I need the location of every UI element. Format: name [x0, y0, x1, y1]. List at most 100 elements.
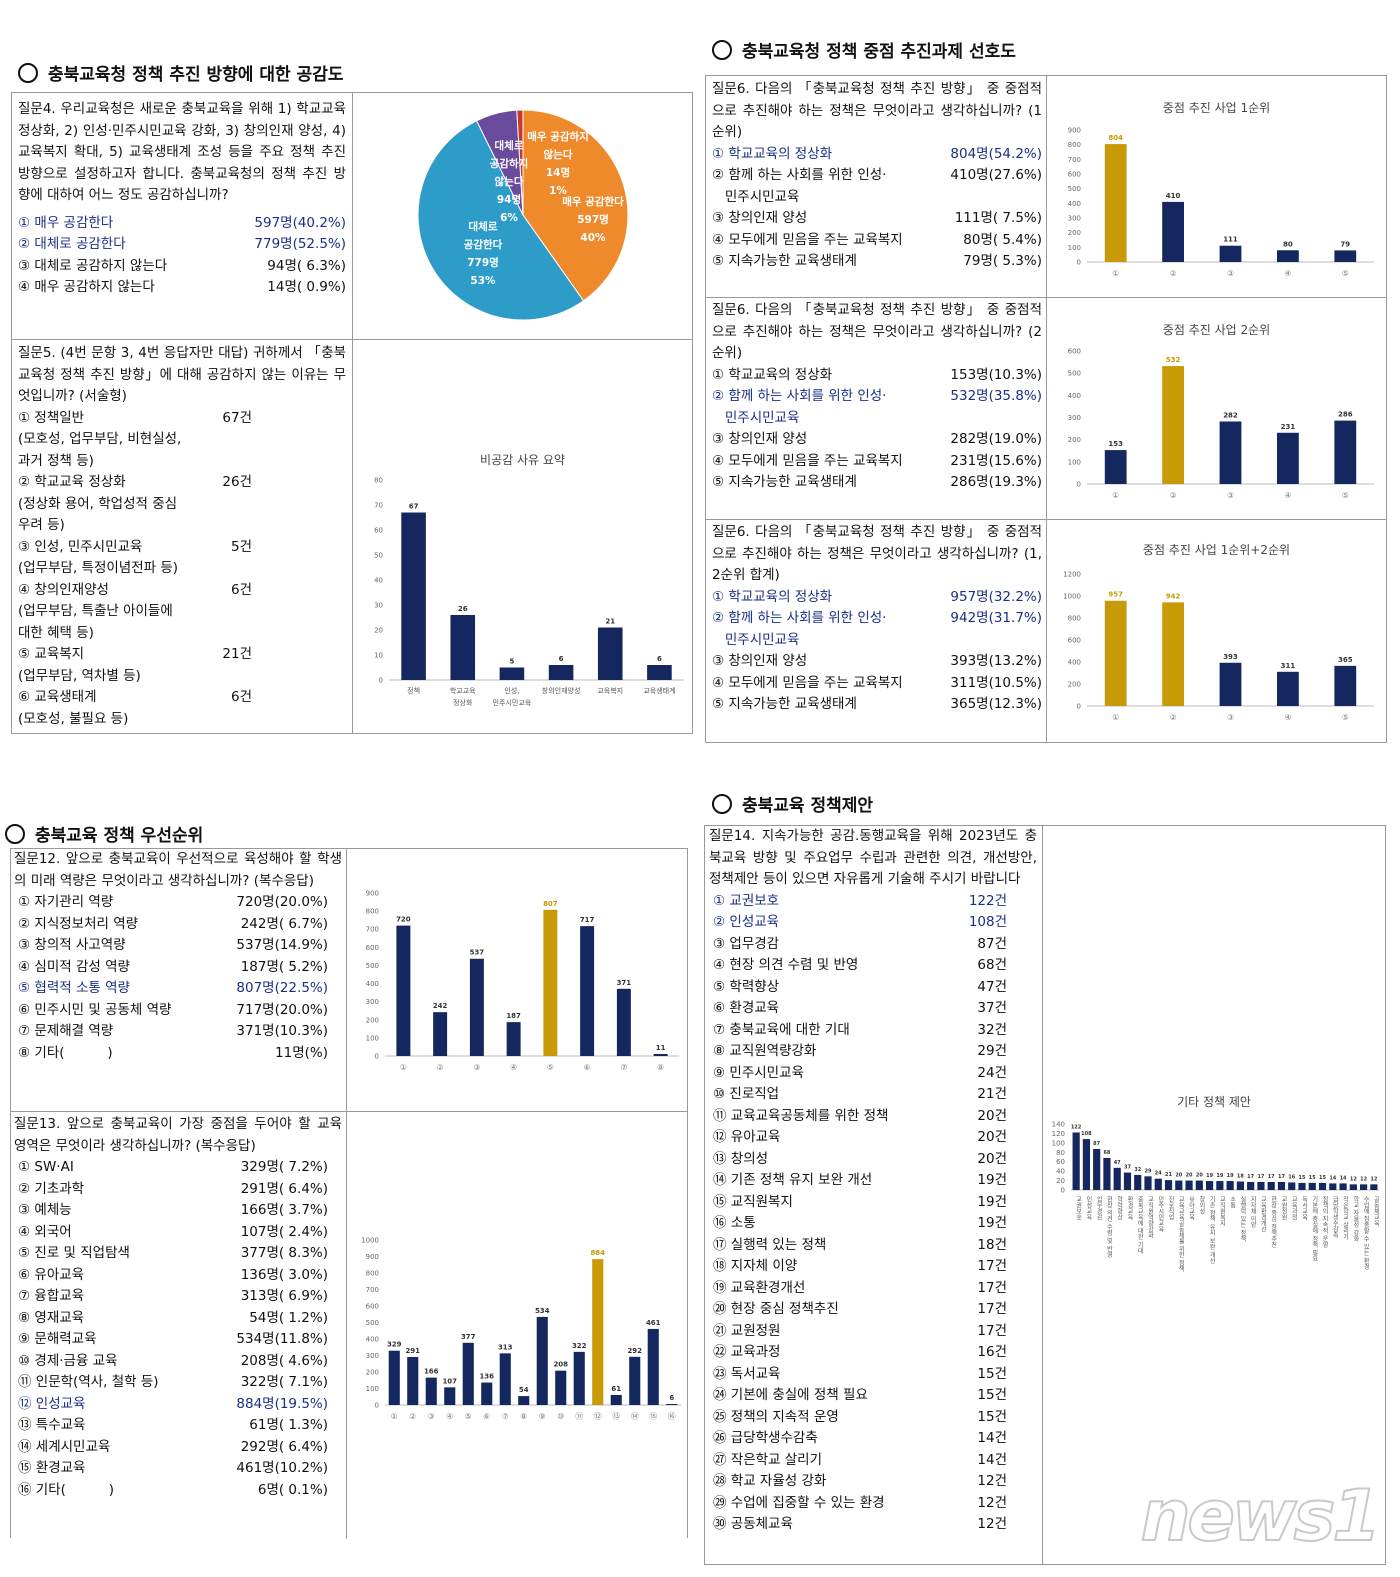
rank1-bar-chart: 중점 추진 사업 1순위 0 100 200 300 400 500 600 700 800 900… — [1068, 101, 1374, 278]
bar — [1219, 421, 1242, 484]
option-label: ⑫ 인성교육 — [18, 1395, 86, 1412]
option-row: ③ 업무경감 87건 — [709, 934, 1037, 956]
x-tick-label: ③ — [1227, 269, 1234, 278]
circle-bullet-icon — [18, 62, 38, 83]
y-tick-label: 800 — [366, 908, 379, 916]
option-value: 329명( 7.2%) — [240, 1159, 328, 1175]
option-row: ③ 예체능 166명( 3.7%) — [14, 1200, 342, 1222]
bar-value-label: 80 — [1283, 240, 1293, 248]
q4-pie-cell: 매우 공감하지 않는다 14명 1% 매우 공감한다 597명 40% 대체로 공감하지 않는다 9… — [353, 93, 692, 339]
q6-rank1-options: ① 학교교육의 정상화 804명(54.2%) ② 함께 하는 사회를 위한 인성·… — [712, 144, 1042, 273]
option-row: ⑤ 학력향상 47건 — [709, 977, 1037, 999]
y-tick-label: 800 — [1068, 615, 1081, 623]
pie-label-agree: 779명 — [467, 256, 499, 269]
bar — [1339, 1183, 1347, 1190]
chart-title: 중점 추진 사업 1순위+2순위 — [1143, 543, 1290, 557]
x-tick-label: ⑤ — [1342, 713, 1349, 722]
bar — [1185, 1180, 1193, 1190]
bar-value-label: 111 — [1223, 236, 1238, 244]
bar-value-label: 17 — [1278, 1174, 1285, 1180]
bar — [597, 627, 623, 680]
bar — [1318, 1182, 1327, 1190]
bar — [653, 1054, 668, 1056]
pie-label-disagree: 공감하지 — [490, 157, 529, 170]
y-tick-label: 600 — [1068, 171, 1081, 179]
x-tick-label: 기본에 충실에 정책 필요 — [1311, 1195, 1318, 1262]
option-label: ⑩ 경제·금융 교육 — [18, 1352, 118, 1369]
option-value: 461명(10.2%) — [236, 1460, 328, 1476]
option-row: ⑦ 충북교육에 대한 기대 32건 — [709, 1020, 1037, 1042]
option-label: ② 대체로 공감한다 — [18, 236, 126, 252]
y-tick-label: 70 — [374, 502, 383, 510]
option-value: 32건 — [977, 1021, 1007, 1038]
option-value: 957명(32.2%) — [950, 588, 1042, 605]
y-tick-label: 700 — [366, 926, 379, 934]
option-value: 12건 — [977, 1516, 1007, 1532]
x-tick-label: 교육교육공동체를 위한 정책 — [1177, 1196, 1184, 1273]
bar-value-label: 17 — [1257, 1174, 1264, 1180]
bar-value-label: 54 — [519, 1386, 529, 1394]
option-row: ④ 매우 공감하지 않는다 14명( 0.9%) — [18, 277, 346, 299]
option-label: ㉗ 작은학교 살리기 — [713, 1451, 823, 1468]
q5-item-value: 26건 — [222, 474, 252, 490]
option-label: ① 자기관리 역량 — [18, 894, 114, 910]
option-row: ③ 창의인재 양성 393명(13.2%) — [712, 651, 1042, 673]
option-label: ⑪ 인문학(역사, 철학 등) — [18, 1374, 159, 1390]
q4-options: ① 매우 공감한다 597명(40.2%) ② 대체로 공감한다 779명(52.5%… — [18, 213, 346, 299]
option-label: ㉕ 정책의 지속적 운영 — [713, 1408, 839, 1425]
x-tick-label: 소통 — [1229, 1196, 1236, 1208]
option-label: ① 학교교육의 정상화 — [712, 366, 833, 383]
x-tick-label: 민주시민교육 — [1157, 1195, 1164, 1233]
x-tick-label: ④ — [1284, 491, 1291, 500]
bar — [1288, 1182, 1296, 1190]
option-label: ⑪ 교육교육공동체를 위한 정책 — [713, 1107, 889, 1124]
option-value: 24건 — [977, 1064, 1007, 1081]
x-tick-label: ② — [1170, 269, 1177, 278]
x-tick-label: ⑤ — [465, 1412, 472, 1421]
bar — [1298, 1182, 1306, 1190]
y-tick-label: 400 — [1068, 392, 1081, 400]
y-tick-label: 1000 — [1063, 593, 1081, 601]
bar-value-label: 208 — [553, 1361, 568, 1369]
y-tick-label: 400 — [1068, 200, 1081, 208]
bar — [506, 1022, 521, 1056]
option-value: 136명( 3.0%) — [240, 1266, 328, 1283]
q5-item-reason: 우려 등) — [18, 517, 65, 533]
bar — [499, 1353, 511, 1405]
section-title-priority-tasks: 충북교육청 정책 중점 추진과제 선호도 — [712, 37, 1016, 62]
option-value: 282명(19.0%) — [950, 431, 1042, 447]
option-value: 15건 — [977, 1408, 1007, 1425]
bar-value-label: 6 — [657, 655, 662, 663]
option-label: ⑤ 지속가능한 교육생태계 — [712, 696, 857, 712]
option-row: ⑯ 소통 19건 — [709, 1213, 1037, 1235]
option-value: 231명(15.6%) — [950, 452, 1042, 469]
option-label: ⑤ 협력적 소통 역량 — [18, 980, 130, 996]
bar-value-label: 720 — [396, 916, 411, 924]
q12-cell: 질문12. 앞으로 충북교육이 우선적으로 육성해야 할 학생의 미래 역량은 … — [14, 849, 342, 1064]
q12-bar-chart: 0 100 200 300 400 500 600 700 800 900 720 ① 242 ② 537 ③… — [366, 890, 679, 1072]
y-tick-label: 400 — [366, 1336, 379, 1344]
x-tick-label: 창의성 — [1198, 1195, 1205, 1214]
x-tick-label: 교육과정 — [1290, 1196, 1297, 1220]
bar — [1162, 201, 1185, 262]
x-tick-label: ① — [400, 1063, 407, 1072]
option-value: 153명(10.3%) — [950, 366, 1042, 383]
option-value: 534명(11.8%) — [236, 1331, 328, 1347]
bar-value-label: 87 — [1093, 1141, 1100, 1147]
q5-item-row: ⑤ 교육복지 21건 — [18, 644, 346, 666]
y-tick-label: 700 — [366, 1286, 379, 1294]
bar-value-label: 20 — [1196, 1173, 1203, 1179]
option-row: ⑤ 지속가능한 교육생태계 286명(19.3%) — [712, 472, 1042, 494]
bar-value-label: 286 — [1338, 411, 1353, 419]
pie-label-agree: 53% — [470, 275, 496, 287]
x-tick-label: ① — [1112, 713, 1119, 722]
option-label: ⑳ 현장 중심 정책추진 — [713, 1301, 839, 1317]
q6-rank2-options: ① 학교교육의 정상화 153명(10.3%) ② 함께 하는 사회를 위한 인성·… — [712, 365, 1042, 494]
pie-label-strongly-disagree: 매우 공감하지 — [527, 130, 589, 143]
q13-chart-cell: 0 100 200 300 400 500 600 700 800 900 1000 329 ① 291 ②… — [347, 1112, 687, 1539]
bar — [536, 1316, 548, 1405]
pie-slice — [516, 109, 524, 216]
option-value: 393명(13.2%) — [950, 653, 1042, 669]
option-label: ④ 심미적 감성 역량 — [18, 958, 130, 975]
